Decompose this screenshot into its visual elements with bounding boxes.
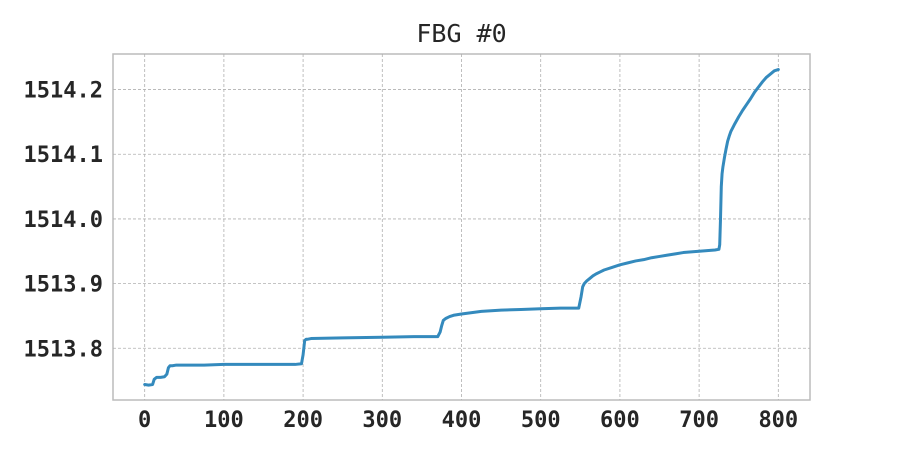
series-layer xyxy=(143,68,780,387)
y-tick-label: 1514.2 xyxy=(24,79,103,104)
x-tick-label: 500 xyxy=(521,408,561,433)
x-tick-label: 600 xyxy=(600,408,640,433)
x-gridlines xyxy=(144,54,779,400)
y-gridlines xyxy=(113,89,810,349)
x-tick-label: 200 xyxy=(283,408,323,433)
x-tick-label: 300 xyxy=(362,408,402,433)
x-tick-label: 400 xyxy=(442,408,482,433)
chart-title: FBG #0 xyxy=(416,19,506,48)
y-tick-label: 1514.0 xyxy=(24,208,103,233)
y-tick-label: 1514.1 xyxy=(24,143,103,168)
series-line xyxy=(143,68,780,387)
x-tick-label: 800 xyxy=(758,408,798,433)
x-axis-tick-labels: 0 100 200 300 400 500 600 700 800 xyxy=(138,408,798,433)
y-tick-label: 1513.8 xyxy=(24,337,103,362)
y-tick-label: 1513.9 xyxy=(24,273,103,298)
x-tick-label: 700 xyxy=(679,408,719,433)
x-tick-label: 0 xyxy=(138,408,151,433)
y-axis-tick-labels: 1513.8 1513.9 1514.0 1514.1 1514.2 xyxy=(24,79,103,363)
x-tick-label: 100 xyxy=(204,408,244,433)
